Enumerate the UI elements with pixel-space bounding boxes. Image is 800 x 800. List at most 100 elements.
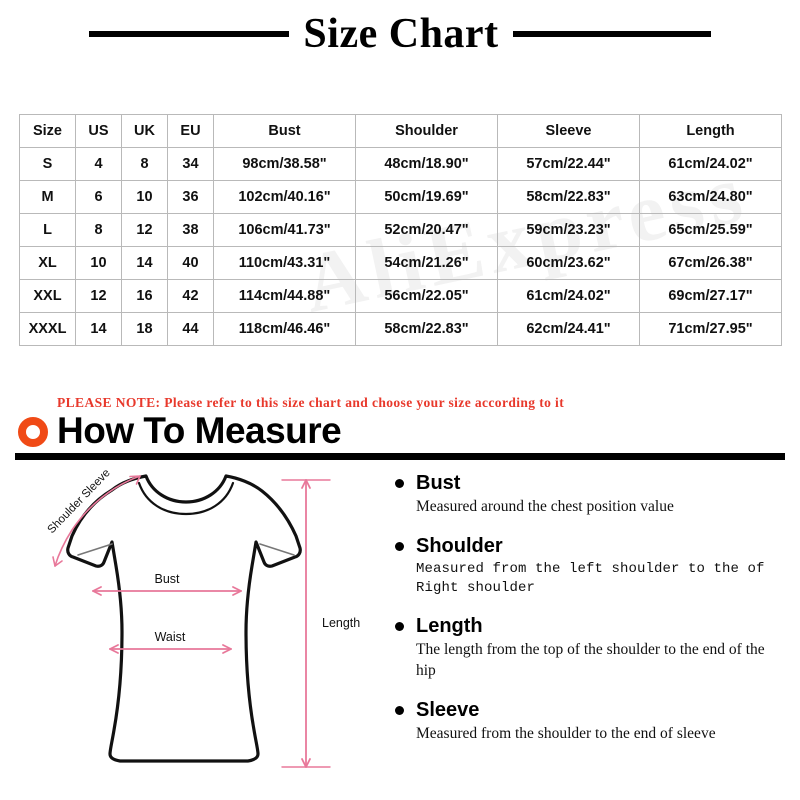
cell-shoulder: 50cm/19.69" — [355, 180, 498, 214]
title-rule-left — [89, 31, 290, 37]
cell-shoulder: 54cm/21.26" — [355, 246, 498, 280]
table-header-eu: EU — [167, 114, 214, 148]
cell-bust: 106cm/41.73" — [213, 213, 356, 247]
table-row: L 8 12 38 106cm/41.73" 52cm/20.47" 59cm/… — [19, 213, 782, 247]
cell-us: 14 — [75, 312, 122, 346]
cell-size: XL — [19, 246, 76, 280]
tshirt-diagram: Shoulder Sleeve Bust Waist — [0, 462, 390, 800]
how-to-measure-heading: How To Measure — [57, 410, 342, 451]
table-row: S 4 8 34 98cm/38.58" 48cm/18.90" 57cm/22… — [19, 147, 782, 181]
cell-bust: 118cm/46.46" — [213, 312, 356, 346]
table-row: XL 10 14 40 110cm/43.31" 54cm/21.26" 60c… — [19, 246, 782, 280]
cell-sleeve: 58cm/22.83" — [497, 180, 640, 214]
cell-length: 71cm/27.95" — [639, 312, 782, 346]
cell-us: 8 — [75, 213, 122, 247]
desc-text-shoulder: Measured from the left shoulder to the o… — [416, 561, 765, 596]
ring-icon — [18, 417, 48, 447]
bust-label: Bust — [154, 572, 180, 586]
list-item: Length The length from the top of the sh… — [395, 615, 790, 681]
cell-size: XXXL — [19, 312, 76, 346]
table-header-uk: UK — [121, 114, 168, 148]
cell-eu: 40 — [167, 246, 214, 280]
cell-shoulder: 52cm/20.47" — [355, 213, 498, 247]
collar-inner-line — [137, 481, 235, 516]
cell-uk: 16 — [121, 279, 168, 313]
cell-us: 10 — [75, 246, 122, 280]
cell-sleeve: 57cm/22.44" — [497, 147, 640, 181]
cell-eu: 42 — [167, 279, 214, 313]
bullet-icon — [395, 542, 404, 552]
table-header-row: Size US UK EU Bust Shoulder Sleeve Lengt… — [19, 114, 782, 148]
table-row: XXXL 14 18 44 118cm/46.46" 58cm/22.83" 6… — [19, 312, 782, 346]
table-header-shoulder: Shoulder — [355, 114, 498, 148]
cell-eu: 44 — [167, 312, 214, 346]
cell-eu: 34 — [167, 147, 214, 181]
cell-sleeve: 59cm/23.23" — [497, 213, 640, 247]
list-item: Bust Measured around the chest position … — [395, 472, 790, 517]
cell-size: XXL — [19, 279, 76, 313]
desc-term-bust: Bust — [416, 472, 461, 494]
page-title: Size Chart — [0, 6, 800, 62]
table-row: M 6 10 36 102cm/40.16" 50cm/19.69" 58cm/… — [19, 180, 782, 214]
waist-arrow — [109, 644, 232, 654]
table-header-size: Size — [19, 114, 76, 148]
cell-bust: 98cm/38.58" — [213, 147, 356, 181]
length-label: Length — [322, 616, 360, 630]
table-header-sleeve: Sleeve — [497, 114, 640, 148]
please-note-text: PLEASE NOTE: Please refer to this size c… — [57, 395, 565, 410]
cell-sleeve: 62cm/24.41" — [497, 312, 640, 346]
bust-arrow — [92, 586, 242, 596]
cell-uk: 14 — [121, 246, 168, 280]
cell-eu: 38 — [167, 213, 214, 247]
cell-us: 6 — [75, 180, 122, 214]
bullet-icon — [395, 622, 404, 632]
cell-uk: 10 — [121, 180, 168, 214]
measurement-description-list: Bust Measured around the chest position … — [395, 472, 790, 763]
table-header-us: US — [75, 114, 122, 148]
desc-term-sleeve: Sleeve — [416, 699, 480, 722]
cell-length: 61cm/24.02" — [639, 147, 782, 181]
table-header-length: Length — [639, 114, 782, 148]
table-row: XXL 12 16 42 114cm/44.88" 56cm/22.05" 61… — [19, 279, 782, 313]
cell-us: 4 — [75, 147, 122, 181]
list-item: Sleeve Measured from the shoulder to the… — [395, 699, 790, 744]
heading-underline-bar — [15, 453, 785, 460]
shoulder-sleeve-arrow — [52, 475, 141, 567]
cell-uk: 18 — [121, 312, 168, 346]
desc-term-length: Length — [416, 615, 483, 638]
desc-text-length: The length from the top of the shoulder … — [416, 641, 765, 679]
cell-length: 65cm/25.59" — [639, 213, 782, 247]
desc-text-sleeve: Measured from the shoulder to the end of… — [416, 725, 716, 743]
desc-text-bust: Measured around the chest position value — [416, 498, 674, 515]
cell-length: 63cm/24.80" — [639, 180, 782, 214]
tshirt-outline — [66, 474, 302, 763]
cell-us: 12 — [75, 279, 122, 313]
bullet-icon — [395, 479, 404, 488]
cell-sleeve: 60cm/23.62" — [497, 246, 640, 280]
cell-bust: 110cm/43.31" — [213, 246, 356, 280]
cell-sleeve: 61cm/24.02" — [497, 279, 640, 313]
list-item: Shoulder Measured from the left shoulder… — [395, 535, 790, 597]
cell-size: M — [19, 180, 76, 214]
title-rule-right — [512, 31, 711, 37]
cell-uk: 12 — [121, 213, 168, 247]
cell-size: S — [19, 147, 76, 181]
length-dimension — [281, 479, 331, 768]
cell-bust: 114cm/44.88" — [213, 279, 356, 313]
desc-term-shoulder: Shoulder — [416, 535, 503, 558]
sleeve-hem-lines — [77, 543, 295, 556]
size-table: Size US UK EU Bust Shoulder Sleeve Lengt… — [19, 114, 782, 346]
page-title-text: Size Chart — [303, 11, 499, 57]
cell-uk: 8 — [121, 147, 168, 181]
cell-shoulder: 58cm/22.83" — [355, 312, 498, 346]
table-header-bust: Bust — [213, 114, 356, 148]
bullet-icon — [395, 706, 404, 716]
waist-label: Waist — [155, 630, 186, 644]
cell-length: 67cm/26.38" — [639, 246, 782, 280]
cell-length: 69cm/27.17" — [639, 279, 782, 313]
cell-bust: 102cm/40.16" — [213, 180, 356, 214]
cell-size: L — [19, 213, 76, 247]
cell-shoulder: 56cm/22.05" — [355, 279, 498, 313]
cell-eu: 36 — [167, 180, 214, 214]
